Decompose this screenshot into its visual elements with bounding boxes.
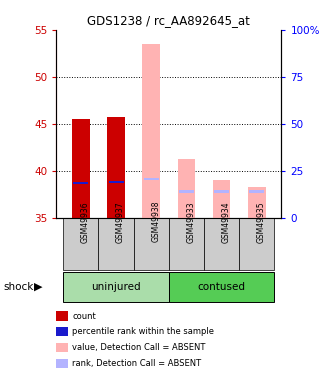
Text: percentile rank within the sample: percentile rank within the sample [72, 327, 214, 336]
Bar [73, 182, 88, 184]
Bar [99, 217, 134, 270]
Text: GSM49935: GSM49935 [257, 201, 266, 243]
Text: contused: contused [198, 282, 246, 292]
Text: GSM49934: GSM49934 [221, 201, 231, 243]
Bar [72, 119, 90, 218]
Bar [213, 180, 230, 218]
Bar [63, 272, 169, 302]
Bar [169, 272, 274, 302]
Text: GSM49936: GSM49936 [81, 201, 90, 243]
Bar [169, 217, 204, 270]
Bar [63, 217, 99, 270]
Bar [179, 190, 194, 193]
Text: uninjured: uninjured [91, 282, 141, 292]
Title: GDS1238 / rc_AA892645_at: GDS1238 / rc_AA892645_at [87, 15, 250, 27]
Bar [214, 190, 229, 193]
Bar [178, 159, 195, 218]
Text: GSM49937: GSM49937 [116, 201, 125, 243]
Bar [109, 181, 123, 183]
Bar [249, 190, 264, 193]
Text: ▶: ▶ [34, 282, 42, 292]
Bar [107, 117, 125, 218]
Text: GSM49938: GSM49938 [151, 201, 160, 243]
Bar [142, 44, 160, 218]
Text: GSM49933: GSM49933 [186, 201, 195, 243]
Bar [134, 217, 169, 270]
Text: shock: shock [3, 282, 34, 292]
Bar [144, 178, 159, 180]
Bar [204, 217, 239, 270]
Text: rank, Detection Call = ABSENT: rank, Detection Call = ABSENT [72, 359, 201, 368]
Text: value, Detection Call = ABSENT: value, Detection Call = ABSENT [72, 343, 206, 352]
Bar [239, 217, 274, 270]
Text: count: count [72, 312, 96, 321]
Bar [248, 188, 265, 218]
